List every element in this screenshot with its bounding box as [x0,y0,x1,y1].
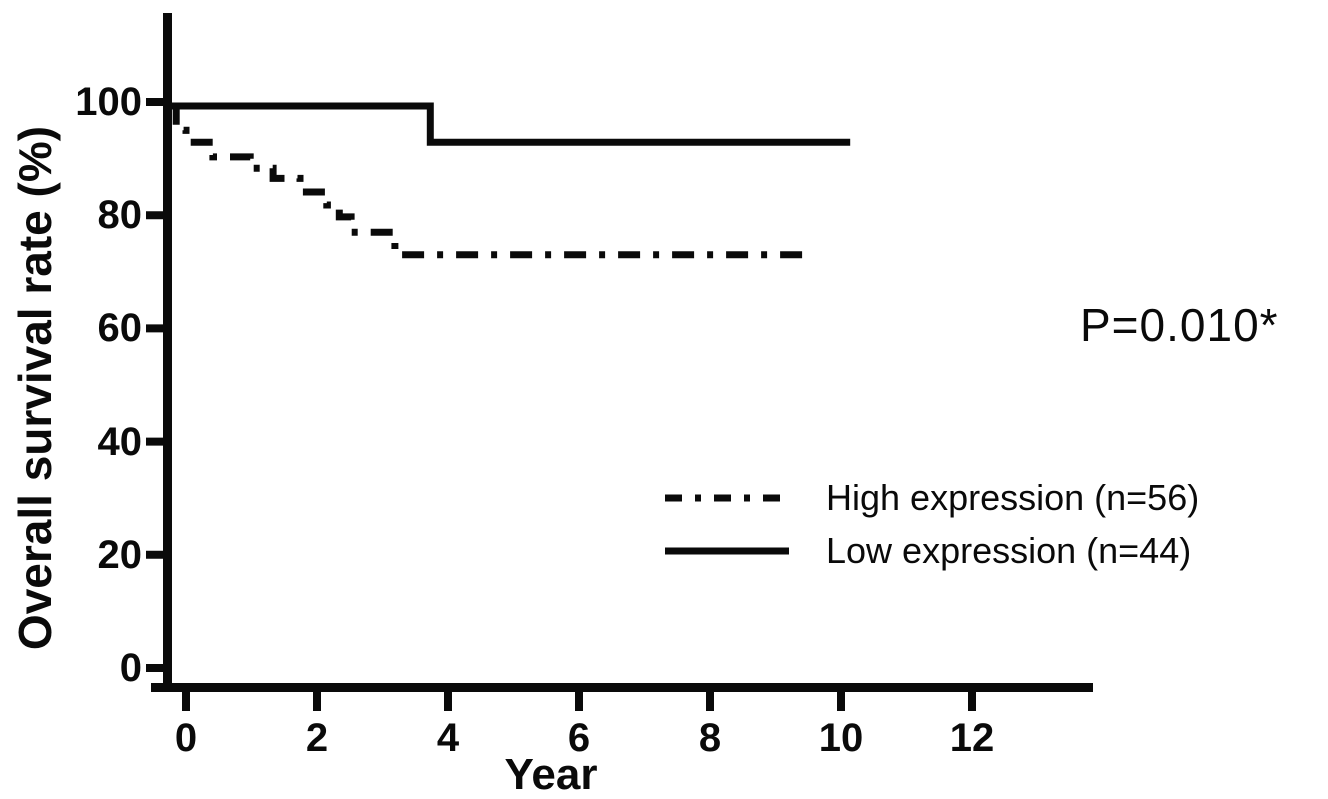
x-tick-label: 2 [305,716,329,760]
x-axis-title: Year [504,750,598,799]
x-tick-label: 10 [818,716,864,760]
curve-low-expression [170,102,851,146]
solid-line-icon [665,547,789,554]
y-tick-label: 20 [97,532,143,577]
y-axis-title: Overall survival rate (%) [9,125,61,651]
x-tick-label: 0 [174,716,198,760]
dash-dot-line-icon [665,494,789,501]
x-tick-label: 6 [567,716,591,760]
y-tick-label: 0 [119,646,142,690]
x-tick-label: 4 [436,716,460,760]
y-tick-label: 40 [97,419,143,464]
legend-label-low-expression: Low expression (n=44) [826,529,1192,571]
legend: High expression (n=56) Low expression (n… [664,471,1199,577]
curve-high-expression [172,102,811,259]
legend-item-high-expression: High expression (n=56) [664,471,1199,524]
legend-label-high-expression: High expression (n=56) [826,476,1200,518]
x-tick-label: 8 [698,716,722,760]
y-tick-label: 80 [97,193,143,238]
x-tick-label: 12 [949,716,995,760]
y-tick-label: 60 [97,306,143,351]
p-value-annotation: P=0.010* [1080,299,1279,351]
y-tick-label: 100 [75,80,142,124]
legend-item-low-expression: Low expression (n=44) [664,524,1199,577]
